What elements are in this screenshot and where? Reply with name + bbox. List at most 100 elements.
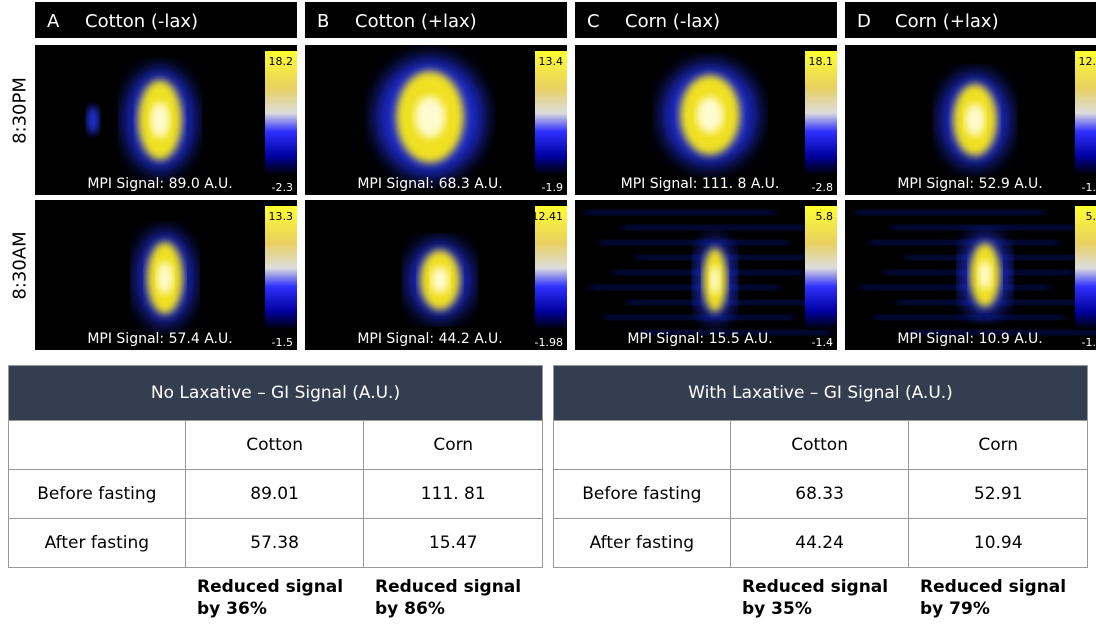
colorbar-max: 18.1 — [809, 55, 834, 68]
mpi-image: 18.1 -2.8 MPI Signal: 111. 8 A.U. — [575, 45, 837, 195]
blob-center — [157, 262, 173, 294]
reduction-note: Reduced signal by 79% — [920, 576, 1070, 620]
colorbar-max: 5.8 — [816, 210, 834, 223]
colorbar-max: 12.3 — [1079, 55, 1096, 68]
mpi-image: 13.4 -1.9 MPI Signal: 68.3 A.U. — [305, 45, 567, 195]
reduction-note: Reduced signal by 86% — [375, 576, 525, 620]
panel-title: Cotton (+lax) — [355, 2, 477, 42]
blob-center — [431, 267, 449, 294]
colorbar — [805, 206, 837, 330]
blob-center — [697, 97, 724, 133]
signal-label: MPI Signal: 68.3 A.U. — [357, 176, 502, 192]
colorbar-min: -1.4 — [812, 336, 833, 349]
panel-title: Cotton (-lax) — [85, 2, 198, 42]
column-header: Cotton — [185, 421, 364, 470]
table-cell: 52.91 — [909, 470, 1088, 519]
noise-streak — [599, 240, 789, 245]
signal-label: MPI Signal: 44.2 A.U. — [357, 331, 502, 347]
mpi-image: 12.3 -1.7 MPI Signal: 52.9 A.U. — [845, 45, 1096, 195]
table-cell: 68.33 — [730, 470, 909, 519]
table-cell: 10.94 — [909, 519, 1088, 568]
signal-label: MPI Signal: 10.9 A.U. — [897, 331, 1042, 347]
column-header: Cotton — [730, 421, 909, 470]
blob-center — [710, 266, 721, 295]
blob-side — [87, 106, 99, 134]
colorbar-max: 5.1 — [1086, 210, 1096, 223]
page: 8:30PM8:30AMACotton (-lax) 18.2-2.3MPI S… — [0, 0, 1096, 625]
panel-letter: D — [857, 2, 871, 42]
signal-label: MPI Signal: 57.4 A.U. — [87, 331, 232, 347]
table-header-row: No Laxative – GI Signal (A.U.) — [9, 366, 543, 421]
reduction-note: Reduced signal by 36% — [197, 576, 347, 620]
reduction-note: Reduced signal by 35% — [742, 576, 892, 620]
signal-label: MPI Signal: 15.5 A.U. — [627, 331, 772, 347]
blob-center — [978, 261, 992, 290]
signal-label: MPI Signal: 52.9 A.U. — [897, 176, 1042, 192]
noise-streak — [855, 210, 1045, 215]
colorbar-min: -1.0 — [1082, 336, 1096, 349]
table-cell: 57.38 — [185, 519, 364, 568]
panel-letter: A — [47, 2, 59, 42]
table-cell: 44.24 — [730, 519, 909, 568]
noise-streak — [869, 240, 1059, 245]
mpi-image: 12.41 -1.98 MPI Signal: 44.2 A.U. — [305, 200, 567, 350]
colorbar — [1075, 51, 1096, 175]
colorbar-max: 13.4 — [539, 55, 564, 68]
panel-title: Corn (+lax) — [895, 2, 999, 42]
noise-streak — [622, 225, 812, 230]
row-label: Before fasting — [9, 470, 186, 519]
mpi-image: 5.1 -1.0 MPI Signal: 10.9 A.U. — [845, 200, 1096, 350]
colorbar-min: -2.8 — [812, 181, 833, 194]
signal-label: MPI Signal: 89.0 A.U. — [87, 176, 232, 192]
colorbar — [265, 206, 297, 330]
panel-letter: C — [587, 2, 600, 42]
table-cell: 15.47 — [364, 519, 543, 568]
colorbar-max: 18.2 — [269, 55, 294, 68]
column-header: Corn — [364, 421, 543, 470]
gi-table: With Laxative – GI Signal (A.U.)CottonCo… — [553, 365, 1088, 568]
noise-streak — [585, 210, 775, 215]
noise-streak — [604, 315, 794, 320]
colorbar — [535, 206, 567, 330]
panel-letter: B — [317, 2, 329, 42]
row-label: Before fasting — [554, 470, 731, 519]
colorbar-max: 13.3 — [269, 210, 294, 223]
row-label: 8:30AM — [10, 191, 31, 341]
corner-cell — [9, 421, 186, 470]
blob-center — [150, 102, 170, 138]
row-label: After fasting — [9, 519, 186, 568]
colorbar-min: -1.9 — [542, 181, 563, 194]
table-cell: 89.01 — [185, 470, 364, 519]
colorbar — [1075, 206, 1096, 330]
colorbar-min: -1.5 — [272, 336, 293, 349]
panel-title: Corn (-lax) — [625, 2, 720, 42]
signal-label: MPI Signal: 111. 8 A.U. — [621, 176, 780, 192]
noise-streak — [590, 285, 780, 290]
colorbar — [805, 51, 837, 175]
colorbar — [535, 51, 567, 175]
colorbar-min: -1.7 — [1082, 181, 1096, 194]
table-cell: 111. 81 — [364, 470, 543, 519]
blob-center — [415, 96, 446, 137]
colorbar-max: 12.41 — [532, 210, 564, 223]
mpi-image: 5.8 -1.4 MPI Signal: 15.5 A.U. — [575, 200, 837, 350]
table-title: No Laxative – GI Signal (A.U.) — [9, 366, 543, 421]
column-header: Corn — [909, 421, 1088, 470]
table-header-row: With Laxative – GI Signal (A.U.) — [554, 366, 1088, 421]
colorbar — [265, 51, 297, 175]
mpi-image: 13.3 -1.5 MPI Signal: 57.4 A.U. — [35, 200, 297, 350]
corner-cell — [554, 421, 731, 470]
colorbar-min: -1.98 — [535, 336, 563, 349]
noise-streak — [860, 285, 1050, 290]
row-label: After fasting — [554, 519, 731, 568]
